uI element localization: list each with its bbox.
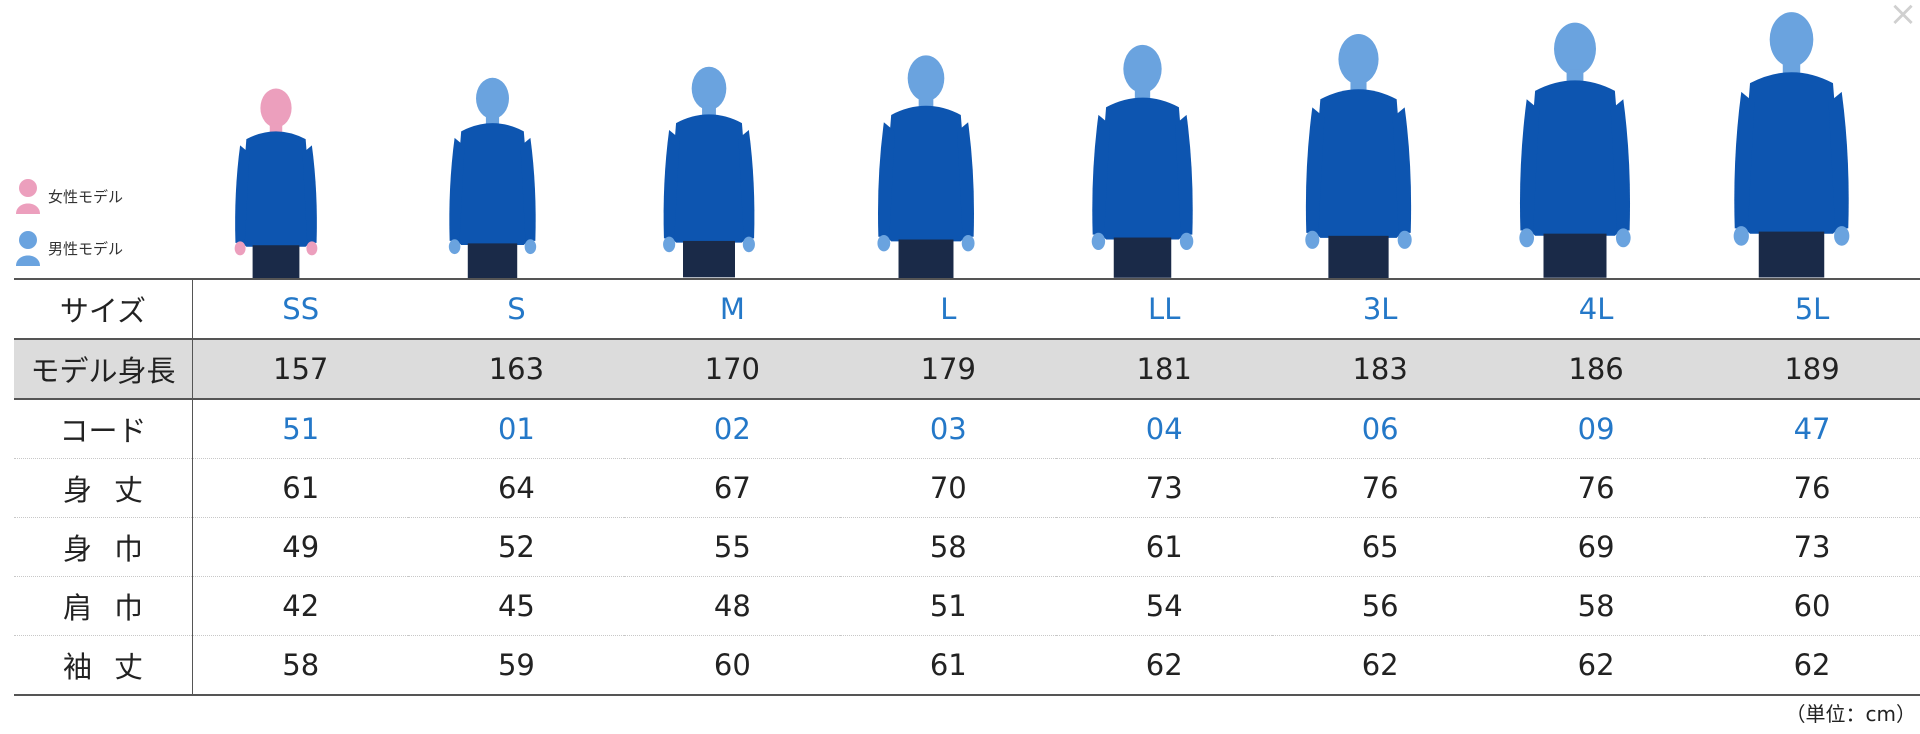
table-cell: 76 <box>1488 458 1705 518</box>
row-label: モデル身長 <box>14 338 193 400</box>
table-cell: 67 <box>624 458 841 518</box>
table-cell: 61 <box>192 458 409 518</box>
table-cell: 59 <box>408 635 625 696</box>
table-cell: 60 <box>624 635 841 696</box>
table-cell: 58 <box>192 635 409 696</box>
table-cell: M <box>624 278 841 340</box>
unit-note: （単位：cm） <box>1785 702 1916 726</box>
table-cell: 51 <box>192 399 409 459</box>
table-cell: 60 <box>1704 576 1920 636</box>
table-cell: 189 <box>1704 338 1920 400</box>
table-cell: 70 <box>840 458 1057 518</box>
table-row: 袖丈 58 59 60 61 62 62 62 62 <box>14 635 1920 696</box>
table-cell: 181 <box>1056 338 1273 400</box>
table-cell: 56 <box>1272 576 1489 636</box>
male-model-figure <box>657 60 761 278</box>
table-cell: SS <box>192 278 409 340</box>
female-model-figure <box>229 83 323 278</box>
row-label: コード <box>14 399 193 459</box>
table-cell: 54 <box>1056 576 1273 636</box>
table-cell: 51 <box>840 576 1057 636</box>
size-table: サイズ SS S M L LL 3L 4L 5L モデル身長 157 163 170 179 181 183 1… <box>14 278 1920 696</box>
table-cell: 42 <box>192 576 409 636</box>
table-cell: 62 <box>1488 635 1705 696</box>
table-cell: 58 <box>1488 576 1705 636</box>
legend-female-label: 女性モデル <box>48 187 124 206</box>
model-figures <box>192 0 1920 278</box>
table-cell: 65 <box>1272 517 1489 577</box>
male-model-figure <box>1512 15 1638 278</box>
table-cell: 06 <box>1272 399 1489 459</box>
row-label: サイズ <box>14 278 193 340</box>
table-cell: 73 <box>1056 458 1273 518</box>
table-cell: 76 <box>1704 458 1920 518</box>
table-row: コード 51 01 02 03 04 06 09 47 <box>14 399 1920 459</box>
row-label: 身丈 <box>14 458 193 518</box>
male-model-figure <box>1726 4 1857 278</box>
table-cell: 47 <box>1704 399 1920 459</box>
table-row: モデル身長 157 163 170 179 181 183 186 189 <box>14 338 1920 400</box>
table-cell: 3L <box>1272 278 1489 340</box>
table-cell: 01 <box>408 399 625 459</box>
table-cell: 179 <box>840 338 1057 400</box>
row-label: 肩巾 <box>14 576 193 636</box>
table-row: 身巾 49 52 55 58 61 65 69 73 <box>14 517 1920 577</box>
table-cell: S <box>408 278 625 340</box>
male-model-figure <box>871 49 981 278</box>
table-cell: 62 <box>1704 635 1920 696</box>
table-cell: 02 <box>624 399 841 459</box>
male-model-figure <box>1085 38 1200 278</box>
table-cell: 58 <box>840 517 1057 577</box>
table-cell: 157 <box>192 338 409 400</box>
female-person-icon <box>14 178 42 214</box>
legend-female: 女性モデル <box>14 178 123 214</box>
table-row: 身丈 61 64 67 70 73 76 76 76 <box>14 458 1920 518</box>
table-cell: 186 <box>1488 338 1705 400</box>
table-row: サイズ SS S M L LL 3L 4L 5L <box>14 278 1920 340</box>
table-cell: 04 <box>1056 399 1273 459</box>
table-cell: 62 <box>1272 635 1489 696</box>
table-cell: 45 <box>408 576 625 636</box>
male-model-figure <box>1298 27 1419 278</box>
table-cell: 170 <box>624 338 841 400</box>
table-cell: 55 <box>624 517 841 577</box>
table-cell: 48 <box>624 576 841 636</box>
table-cell: LL <box>1056 278 1273 340</box>
table-cell: 61 <box>840 635 1057 696</box>
legend-male-label: 男性モデル <box>48 239 124 258</box>
table-cell: 163 <box>408 338 625 400</box>
close-icon[interactable]: × <box>1888 0 1918 34</box>
male-person-icon <box>14 230 42 266</box>
table-cell: 03 <box>840 399 1057 459</box>
table-cell: 69 <box>1488 517 1705 577</box>
table-cell: 76 <box>1272 458 1489 518</box>
row-label: 身巾 <box>14 517 193 577</box>
table-cell: 52 <box>408 517 625 577</box>
table-cell: 73 <box>1704 517 1920 577</box>
row-label: 袖丈 <box>14 635 193 696</box>
table-cell: 64 <box>408 458 625 518</box>
table-cell: 49 <box>192 517 409 577</box>
table-cell: 5L <box>1704 278 1920 340</box>
legend-male: 男性モデル <box>14 230 123 266</box>
table-cell: 09 <box>1488 399 1705 459</box>
table-cell: 183 <box>1272 338 1489 400</box>
table-row: 肩巾 42 45 48 51 54 56 58 60 <box>14 576 1920 636</box>
table-cell: 4L <box>1488 278 1705 340</box>
male-model-figure <box>443 72 542 278</box>
table-cell: 61 <box>1056 517 1273 577</box>
table-cell: L <box>840 278 1057 340</box>
table-cell: 62 <box>1056 635 1273 696</box>
